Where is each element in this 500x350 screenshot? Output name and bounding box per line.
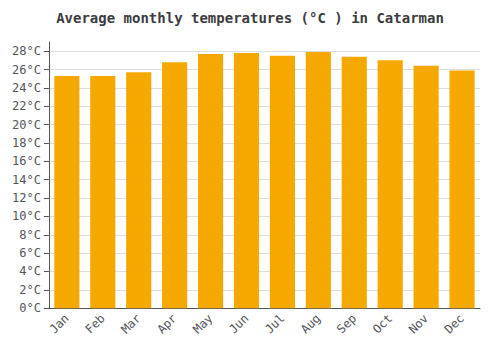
svg-text:8°C: 8°C — [19, 228, 41, 242]
svg-text:12°C: 12°C — [12, 191, 41, 205]
svg-text:Nov: Nov — [406, 311, 431, 336]
svg-text:28°C: 28°C — [12, 44, 41, 58]
svg-text:20°C: 20°C — [12, 118, 41, 132]
svg-text:Sep: Sep — [334, 311, 359, 336]
svg-text:2°C: 2°C — [19, 283, 41, 297]
svg-text:18°C: 18°C — [12, 136, 41, 150]
svg-text:Oct: Oct — [370, 311, 395, 336]
svg-text:Average monthly temperatures (: Average monthly temperatures (°C ) in Ca… — [56, 10, 444, 26]
svg-text:Mar: Mar — [118, 311, 143, 336]
svg-text:4°C: 4°C — [19, 264, 41, 278]
svg-text:10°C: 10°C — [12, 209, 41, 223]
svg-text:14°C: 14°C — [12, 173, 41, 187]
svg-text:22°C: 22°C — [12, 99, 41, 113]
svg-text:Apr: Apr — [154, 311, 179, 336]
svg-text:Jun: Jun — [226, 311, 251, 336]
svg-text:Dec: Dec — [442, 311, 467, 336]
svg-text:16°C: 16°C — [12, 154, 41, 168]
svg-text:Jan: Jan — [47, 311, 72, 336]
svg-text:24°C: 24°C — [12, 81, 41, 95]
svg-text:Feb: Feb — [83, 311, 108, 336]
svg-text:Jul: Jul — [262, 311, 287, 336]
svg-text:6°C: 6°C — [19, 246, 41, 260]
svg-text:26°C: 26°C — [12, 63, 41, 77]
svg-text:Aug: Aug — [298, 311, 323, 336]
svg-text:0°C: 0°C — [19, 301, 41, 315]
svg-text:May: May — [190, 311, 215, 336]
